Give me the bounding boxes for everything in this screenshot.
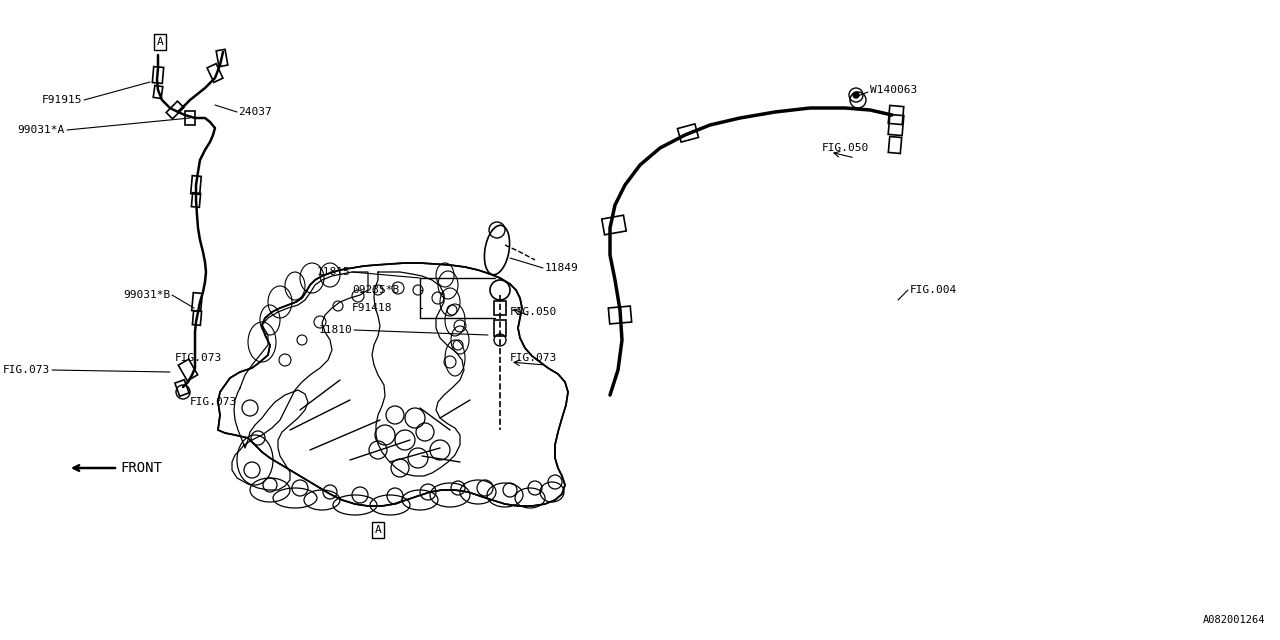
Text: F91915: F91915 (41, 95, 82, 105)
Text: 99031*A: 99031*A (18, 125, 65, 135)
Text: 24037: 24037 (238, 107, 271, 117)
Text: FIG.073: FIG.073 (175, 353, 223, 363)
Text: A: A (156, 37, 164, 47)
Text: FIG.004: FIG.004 (910, 285, 957, 295)
Text: FIG.073: FIG.073 (3, 365, 50, 375)
Text: FIG.073: FIG.073 (509, 353, 557, 363)
Text: A082001264: A082001264 (1202, 615, 1265, 625)
Text: F91418: F91418 (352, 303, 393, 313)
Text: FIG.050: FIG.050 (509, 307, 557, 317)
Text: 99031*B: 99031*B (123, 290, 170, 300)
Text: FRONT: FRONT (120, 461, 161, 475)
Text: 11849: 11849 (545, 263, 579, 273)
Text: W140063: W140063 (870, 85, 918, 95)
Text: FIG.073: FIG.073 (189, 397, 237, 407)
Text: FIG.050: FIG.050 (822, 143, 869, 153)
Circle shape (852, 92, 859, 98)
Text: A: A (375, 525, 381, 535)
Text: 0923S*B: 0923S*B (352, 285, 399, 295)
Text: 11810: 11810 (319, 325, 352, 335)
Text: 11815: 11815 (316, 267, 349, 277)
Polygon shape (218, 263, 568, 506)
